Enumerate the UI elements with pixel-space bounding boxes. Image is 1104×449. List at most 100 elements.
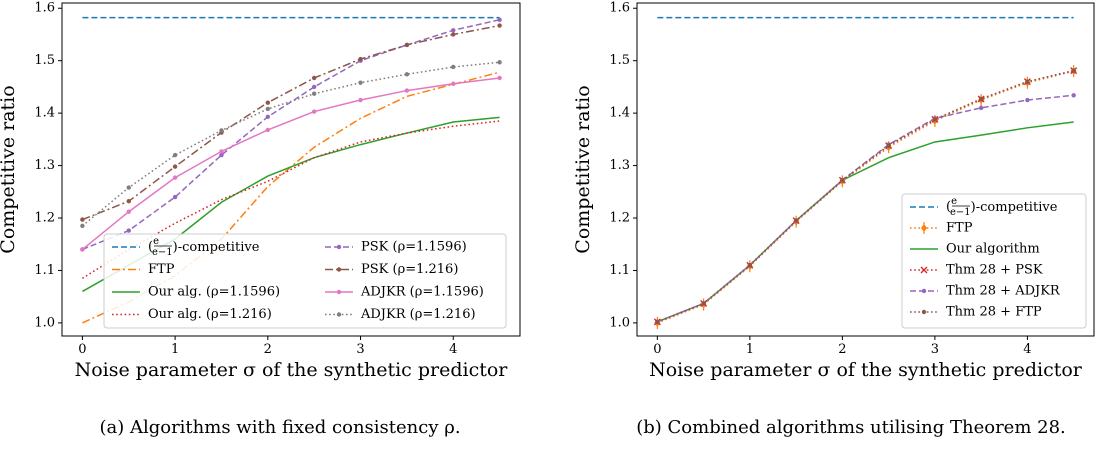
- legend-label-psk-1-216: PSK (ρ=1.216): [361, 262, 458, 277]
- legend-label-ftp: FTP: [148, 262, 175, 277]
- legend-label-adjkr-1-216: ADJKR (ρ=1.216): [360, 307, 476, 322]
- data-point-psk-1-1596: [265, 114, 271, 119]
- y-tick-label: 1.5: [34, 53, 55, 68]
- series-line-our-algorithm: [657, 121, 1074, 323]
- data-point-psk-1-216: [265, 100, 271, 105]
- legend-label-our-alg-1-1596: Our alg. (ρ=1.1596): [148, 285, 280, 300]
- legend-label-thm-28-adjkr: Thm 28 + ADJKR: [946, 284, 1061, 299]
- x-tick-label: 1: [746, 342, 754, 357]
- data-point-psk-1-1596: [497, 17, 502, 22]
- data-point-adjkr-1-216: [311, 91, 317, 96]
- legend-box: [103, 233, 507, 329]
- legend-marker: [920, 266, 928, 274]
- legend-marker: [336, 267, 342, 272]
- x-axis-label: Noise parameter σ of the synthetic predi…: [649, 359, 1083, 381]
- data-point-adjkr-1-216: [497, 60, 502, 65]
- data-point-psk-1-1596: [219, 152, 224, 158]
- legend-label-our-algorithm: Our algorithm: [946, 242, 1040, 257]
- chart-panel-a: 0 1 2 3 4 1.0 1.1 1.2 1.3 1.4 1.5 1.6 Noise paramete…: [0, 1, 521, 381]
- caption-a: (a) Algorithms with fixed consistency ρ.: [99, 417, 460, 438]
- x-tick-label: 2: [838, 342, 846, 357]
- y-tick-label: 1.4: [34, 106, 55, 121]
- y-tick-label: 1.2: [34, 211, 55, 226]
- x-tick-label: 0: [78, 342, 86, 357]
- y-axis-label: Competitive ratio: [572, 85, 594, 253]
- plot-frame: [61, 2, 521, 337]
- plot-frame: [636, 2, 1095, 337]
- data-point-thm-28-adjkr: [1071, 93, 1076, 98]
- caption-b: (b) Combined algorithms utilising Theore…: [636, 417, 1066, 438]
- data-point-adjkr-1-1596: [497, 75, 502, 81]
- data-point-thm-28-adjkr: [1025, 97, 1030, 103]
- legend: (e e−1)-competitive FTP Our alg. (ρ=1.1596)…: [103, 233, 507, 329]
- data-point-psk-1-1596: [126, 228, 131, 233]
- x-tick-label: 3: [356, 342, 364, 357]
- x-tick-label: 3: [931, 342, 939, 357]
- y-tick-label: 1.1: [609, 263, 630, 278]
- data-point-thm-28-ftp: [840, 178, 845, 183]
- legend-marker: [921, 222, 927, 234]
- data-point-thm-28-ftp: [1071, 68, 1076, 73]
- data-point-adjkr-1-216: [219, 128, 224, 133]
- data-point-psk-1-1596: [451, 28, 456, 33]
- data-point-adjkr-1-216: [358, 80, 363, 85]
- y-axis-label: Competitive ratio: [0, 85, 19, 253]
- legend: (e e−1)-competitive FTP Our algorithm Thm 28…: [901, 193, 1087, 329]
- legend-box: [901, 193, 1087, 329]
- data-point-psk-1-216: [172, 164, 178, 169]
- legend-label-ftp: FTP: [946, 221, 973, 236]
- data-point-psk-1-1596: [172, 194, 178, 200]
- legend-label-e-e-1-competitive: (e e−1)-competitive: [148, 236, 260, 258]
- data-point-adjkr-1-216: [451, 64, 456, 70]
- chart-panel-b: 0 1 2 3 4 1.0 1.1 1.2 1.3 1.4 1.5 1.6 Noise paramete…: [572, 1, 1095, 381]
- data-point-thm-28-ftp: [932, 117, 938, 122]
- x-tick-label: 1: [171, 342, 179, 357]
- y-tick-label: 1.4: [609, 106, 630, 121]
- data-point-adjkr-1-1596: [404, 88, 410, 93]
- y-tick-label: 1.1: [34, 263, 55, 278]
- legend-label-thm-28-ftp: Thm 28 + FTP: [946, 305, 1042, 320]
- data-point-adjkr-1-1596: [358, 97, 363, 103]
- data-point-thm-28-ftp: [886, 143, 891, 148]
- data-point-psk-1-216: [451, 32, 456, 37]
- data-point-adjkr-1-216: [404, 72, 410, 77]
- legend-label-adjkr-1-1596: ADJKR (ρ=1.1596): [360, 285, 484, 300]
- legend-marker: [921, 288, 927, 294]
- data-point-psk-1-1596: [311, 84, 317, 90]
- data-point-psk-1-216: [404, 42, 410, 48]
- legend-marker: [336, 244, 342, 250]
- y-tick-label: 1.5: [609, 53, 630, 68]
- data-point-thm-28-ftp: [978, 96, 984, 102]
- legend-label-thm-28-psk: Thm 28 + PSK: [946, 263, 1043, 278]
- data-point-psk-1-216: [80, 217, 85, 222]
- x-tick-label: 4: [449, 342, 457, 357]
- legend-label-our-alg-1-216: Our alg. (ρ=1.216): [148, 307, 272, 322]
- x-tick-label: 0: [653, 342, 661, 357]
- series-line-psk-1-1596: [82, 19, 500, 251]
- x-axis-label: Noise parameter σ of the synthetic predi…: [75, 359, 509, 381]
- y-tick-label: 1.3: [609, 158, 630, 173]
- data-point-adjkr-1-216: [80, 223, 85, 229]
- data-point-adjkr-1-1596: [265, 127, 271, 133]
- data-point-thm-28-adjkr: [978, 105, 984, 111]
- data-point-thm-28-ftp: [747, 263, 753, 268]
- data-point-psk-1-216: [311, 75, 317, 81]
- legend-label-psk-1-1596: PSK (ρ=1.1596): [361, 240, 467, 255]
- data-point-adjkr-1-1596: [172, 175, 178, 180]
- data-point-thm-28-ftp: [793, 218, 799, 223]
- data-point-psk-1-216: [358, 56, 363, 62]
- data-point-adjkr-1-216: [172, 152, 178, 158]
- legend-label-e-e-1-competitive: (e e−1)-competitive: [946, 196, 1058, 218]
- data-point-adjkr-1-1596: [126, 209, 131, 214]
- series-line-adjkr-1-216: [81, 61, 500, 227]
- y-tick-label: 1.2: [609, 211, 630, 226]
- y-tick-label: 1.6: [609, 1, 630, 16]
- data-point-adjkr-1-216: [126, 185, 131, 190]
- x-tick-label: 4: [1023, 342, 1031, 357]
- y-tick-label: 1.3: [34, 158, 55, 173]
- legend-marker: [336, 312, 342, 317]
- y-tick-label: 1.0: [609, 315, 630, 330]
- data-point-adjkr-1-1596: [451, 81, 456, 86]
- legend-marker: [921, 309, 927, 315]
